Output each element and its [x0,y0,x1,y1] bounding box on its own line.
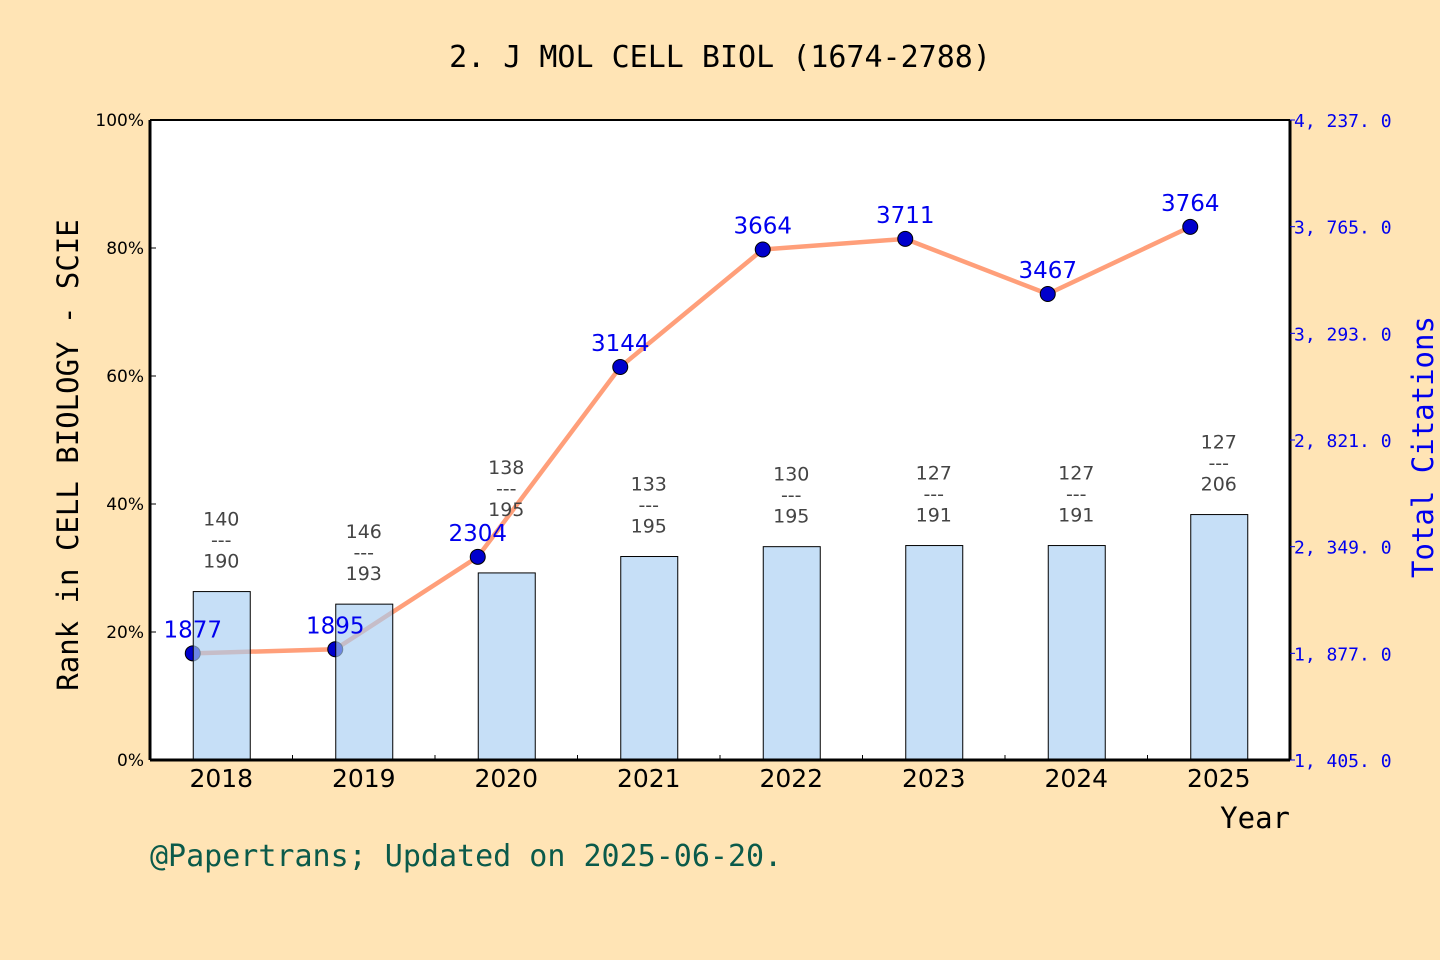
x-tick-label: 2019 [332,764,396,793]
citation-label: 3664 [733,213,792,239]
rank-bar [1047,545,1106,761]
left-axis-label: Rank in CELL BIOLOGY - SCIE [51,219,85,690]
x-tick-label: 2024 [1044,764,1108,793]
rank-numerator: 127 [916,463,952,485]
rank-bar [1190,514,1249,761]
plot-area [150,120,1290,760]
rank-separator: --- [1066,484,1087,506]
citation-label: 3711 [876,203,935,229]
rank-bar [477,572,536,761]
rank-separator: --- [211,530,232,552]
right-axis-label: Total Citations [1406,316,1440,578]
x-axis-label: Year [1220,801,1290,835]
right-tick-label: 2, 349. 0 [1294,538,1392,559]
rank-denominator: 191 [1058,505,1094,527]
rank-separator: --- [353,542,374,564]
rank-bar [905,545,964,761]
left-tick-label: 100% [95,111,144,131]
rank-separator: --- [638,495,659,517]
rank-separator: --- [496,478,517,500]
rank-numerator: 130 [773,464,809,486]
right-tick-label: 1, 405. 0 [1294,751,1392,772]
right-tick-label: 3, 293. 0 [1294,324,1392,345]
citation-label: 2304 [448,521,507,547]
citation-label: 3467 [1018,258,1077,284]
rank-bar [620,556,679,761]
rank-numerator: 146 [346,521,382,543]
right-tick-label: 3, 765. 0 [1294,218,1392,239]
rank-bar [762,546,821,761]
bars-layer [192,514,1249,761]
citation-label: 3764 [1161,191,1220,217]
x-tick-label: 2025 [1187,764,1251,793]
rank-numerator: 127 [1201,432,1237,454]
x-tick-label: 2023 [902,764,966,793]
rank-numerator: 127 [1058,463,1094,485]
rank-numerator: 138 [488,457,524,479]
left-tick-label: 80% [106,239,144,259]
rank-denominator: 195 [773,506,809,528]
rank-denominator: 190 [203,551,239,573]
citation-point [1039,286,1056,303]
rank-separator: --- [923,484,944,506]
x-tick-label: 2021 [617,764,681,793]
citation-point [612,359,629,376]
axes-layer: 0% 20% 40% 60% 80% 100% 1, 405. 0 1, 877. 0 2, 3… [95,111,1391,793]
rank-separator: --- [781,485,802,507]
rank-bar [192,591,251,761]
rank-numerator: 133 [631,474,667,496]
left-tick-label: 40% [106,495,144,515]
citation-point [754,241,771,258]
x-tick-label: 2022 [759,764,823,793]
rank-denominator: 206 [1201,474,1237,496]
rank-denominator: 195 [488,499,524,521]
right-tick-label: 4, 237. 0 [1294,111,1392,132]
footer-credit: @Papertrans; Updated on 2025-06-20. [150,839,782,874]
rank-numerator: 140 [203,509,239,531]
right-tick-label: 1, 877. 0 [1294,644,1392,665]
citation-label: 1877 [163,617,222,643]
citation-point [469,548,486,565]
citation-point [1182,218,1199,235]
citation-point [897,230,914,247]
right-tick-label: 2, 821. 0 [1294,431,1392,452]
left-tick-label: 0% [117,751,144,771]
rank-separator: --- [1208,453,1229,475]
left-tick-label: 20% [106,623,144,643]
left-tick-label: 60% [106,367,144,387]
x-tick-label: 2020 [474,764,538,793]
chart-title: 2. J MOL CELL BIOL (1674-2788) [449,40,991,75]
citation-label: 3144 [591,331,650,357]
rank-denominator: 195 [631,516,667,538]
citation-label: 1895 [306,613,365,639]
x-tick-label: 2018 [189,764,253,793]
rank-denominator: 193 [346,563,382,585]
rank-denominator: 191 [916,505,952,527]
